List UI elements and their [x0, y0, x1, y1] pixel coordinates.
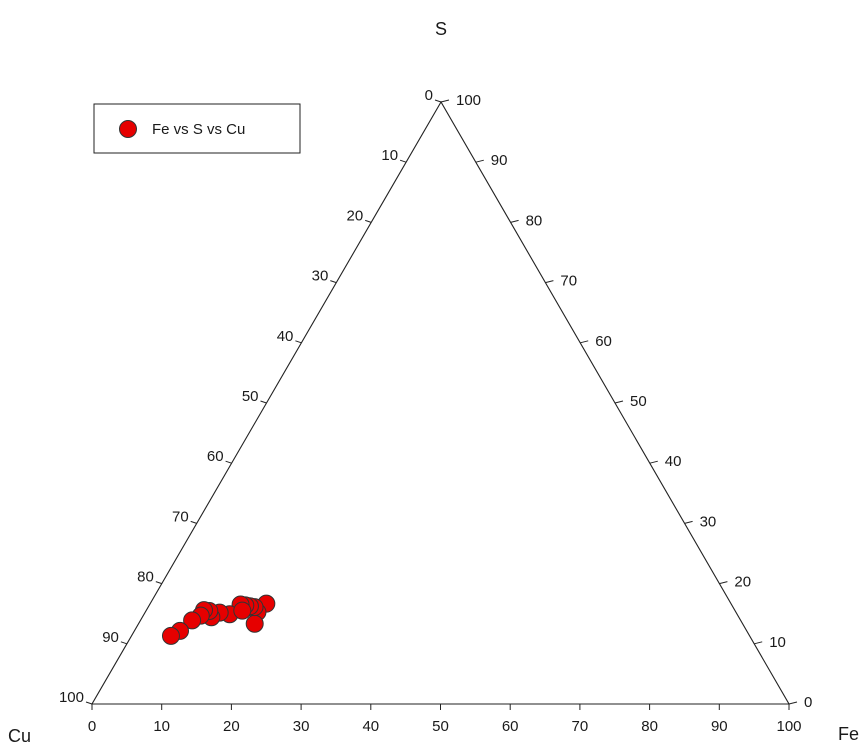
tick-label-fe: 10: [153, 718, 170, 735]
tick-label-s: 100: [456, 92, 481, 109]
tick-label-s: 30: [700, 513, 717, 530]
tick-mark-cu: [295, 340, 302, 344]
tick-mark-cu: [190, 520, 197, 524]
tick-mark-cu: [155, 581, 162, 585]
tick-label-fe: 100: [776, 718, 801, 735]
tick-mark-s: [580, 340, 589, 344]
tick-label-cu: 40: [277, 328, 294, 345]
tick-label-fe: 20: [223, 718, 240, 735]
tick-mark-s: [510, 219, 519, 223]
tick-label-s: 70: [560, 273, 577, 290]
vertex-label-fe: Fe: [838, 724, 859, 744]
tick-label-cu: 10: [381, 147, 398, 164]
tick-mark-cu: [399, 159, 407, 163]
data-point: [183, 611, 202, 630]
data-point: [233, 601, 252, 620]
tick-mark-s: [684, 520, 693, 524]
vertex-label-s: S: [435, 19, 447, 39]
tick-mark-s: [475, 159, 484, 163]
tick-label-cu: 70: [172, 508, 189, 525]
tick-mark-s: [440, 99, 450, 103]
tick-label-cu: 0: [425, 87, 433, 104]
tick-label-cu: 80: [137, 569, 154, 586]
tick-label-s: 0: [804, 694, 812, 711]
tick-label-s: 90: [491, 152, 508, 169]
tick-mark-s: [649, 460, 658, 464]
tick-mark-s: [614, 400, 624, 404]
tick-mark-cu: [225, 460, 232, 464]
tick-label-s: 10: [769, 634, 786, 651]
tick-label-fe: 0: [88, 718, 96, 735]
tick-label-cu: 90: [102, 629, 119, 646]
tick-label-cu: 20: [347, 207, 364, 224]
tick-label-s: 40: [665, 453, 682, 470]
tick-label-fe: 80: [641, 718, 658, 735]
legend-marker: [119, 120, 137, 138]
tick-label-cu: 50: [242, 388, 259, 405]
tick-label-cu: 60: [207, 448, 224, 465]
data-point: [161, 626, 180, 645]
vertex-label-cu: Cu: [8, 726, 31, 745]
tick-label-fe: 60: [502, 718, 519, 735]
tick-label-s: 20: [734, 574, 751, 591]
tick-label-fe: 90: [711, 718, 728, 735]
tick-mark-cu: [330, 280, 337, 284]
ternary-axes: 0 10 20 30 40 50 60 70 80 90 100010203040506070809…: [59, 87, 812, 735]
tick-mark-cu: [260, 400, 267, 404]
legend: Fe vs S vs Cu: [93, 103, 301, 154]
tick-label-cu: 30: [312, 268, 329, 285]
tick-mark-cu: [434, 99, 442, 103]
data-point: [245, 614, 264, 633]
tick-mark-cu: [365, 219, 372, 223]
tick-label-s: 60: [595, 333, 612, 350]
tick-label-fe: 30: [293, 718, 310, 735]
tick-mark-cu: [120, 641, 128, 645]
tick-label-s: 50: [630, 393, 647, 410]
tick-label-fe: 70: [572, 718, 589, 735]
tick-label-cu: 100: [59, 689, 84, 706]
tick-label-fe: 50: [432, 718, 449, 735]
legend-label: Fe vs S vs Cu: [152, 121, 245, 138]
tick-mark-s: [719, 581, 728, 585]
tick-label-s: 80: [526, 212, 543, 229]
tick-label-fe: 40: [362, 718, 379, 735]
tick-mark-s: [788, 701, 798, 705]
data-points: [161, 594, 276, 645]
tick-mark-cu: [85, 701, 93, 705]
tick-mark-s: [545, 280, 554, 284]
tick-mark-s: [754, 641, 763, 645]
